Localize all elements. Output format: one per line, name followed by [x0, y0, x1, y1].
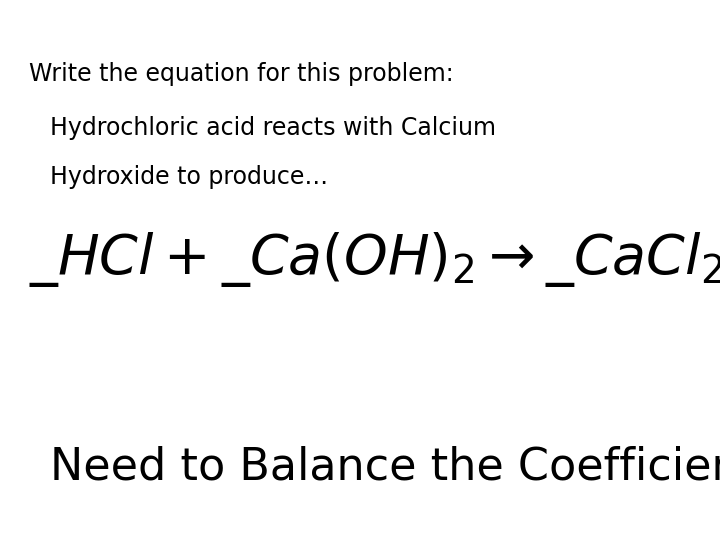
Text: $\_HCl + \_Ca(OH)_2 \rightarrow \_CaCl_2 +\_H_2O$: $\_HCl + \_Ca(OH)_2 \rightarrow \_CaCl_2…	[29, 230, 720, 289]
Text: Need to Balance the Coefficients:: Need to Balance the Coefficients:	[50, 446, 720, 489]
Text: Hydrochloric acid reacts with Calcium: Hydrochloric acid reacts with Calcium	[50, 116, 496, 140]
Text: Write the equation for this problem:: Write the equation for this problem:	[29, 62, 454, 86]
Text: Hydroxide to produce…: Hydroxide to produce…	[50, 165, 328, 188]
